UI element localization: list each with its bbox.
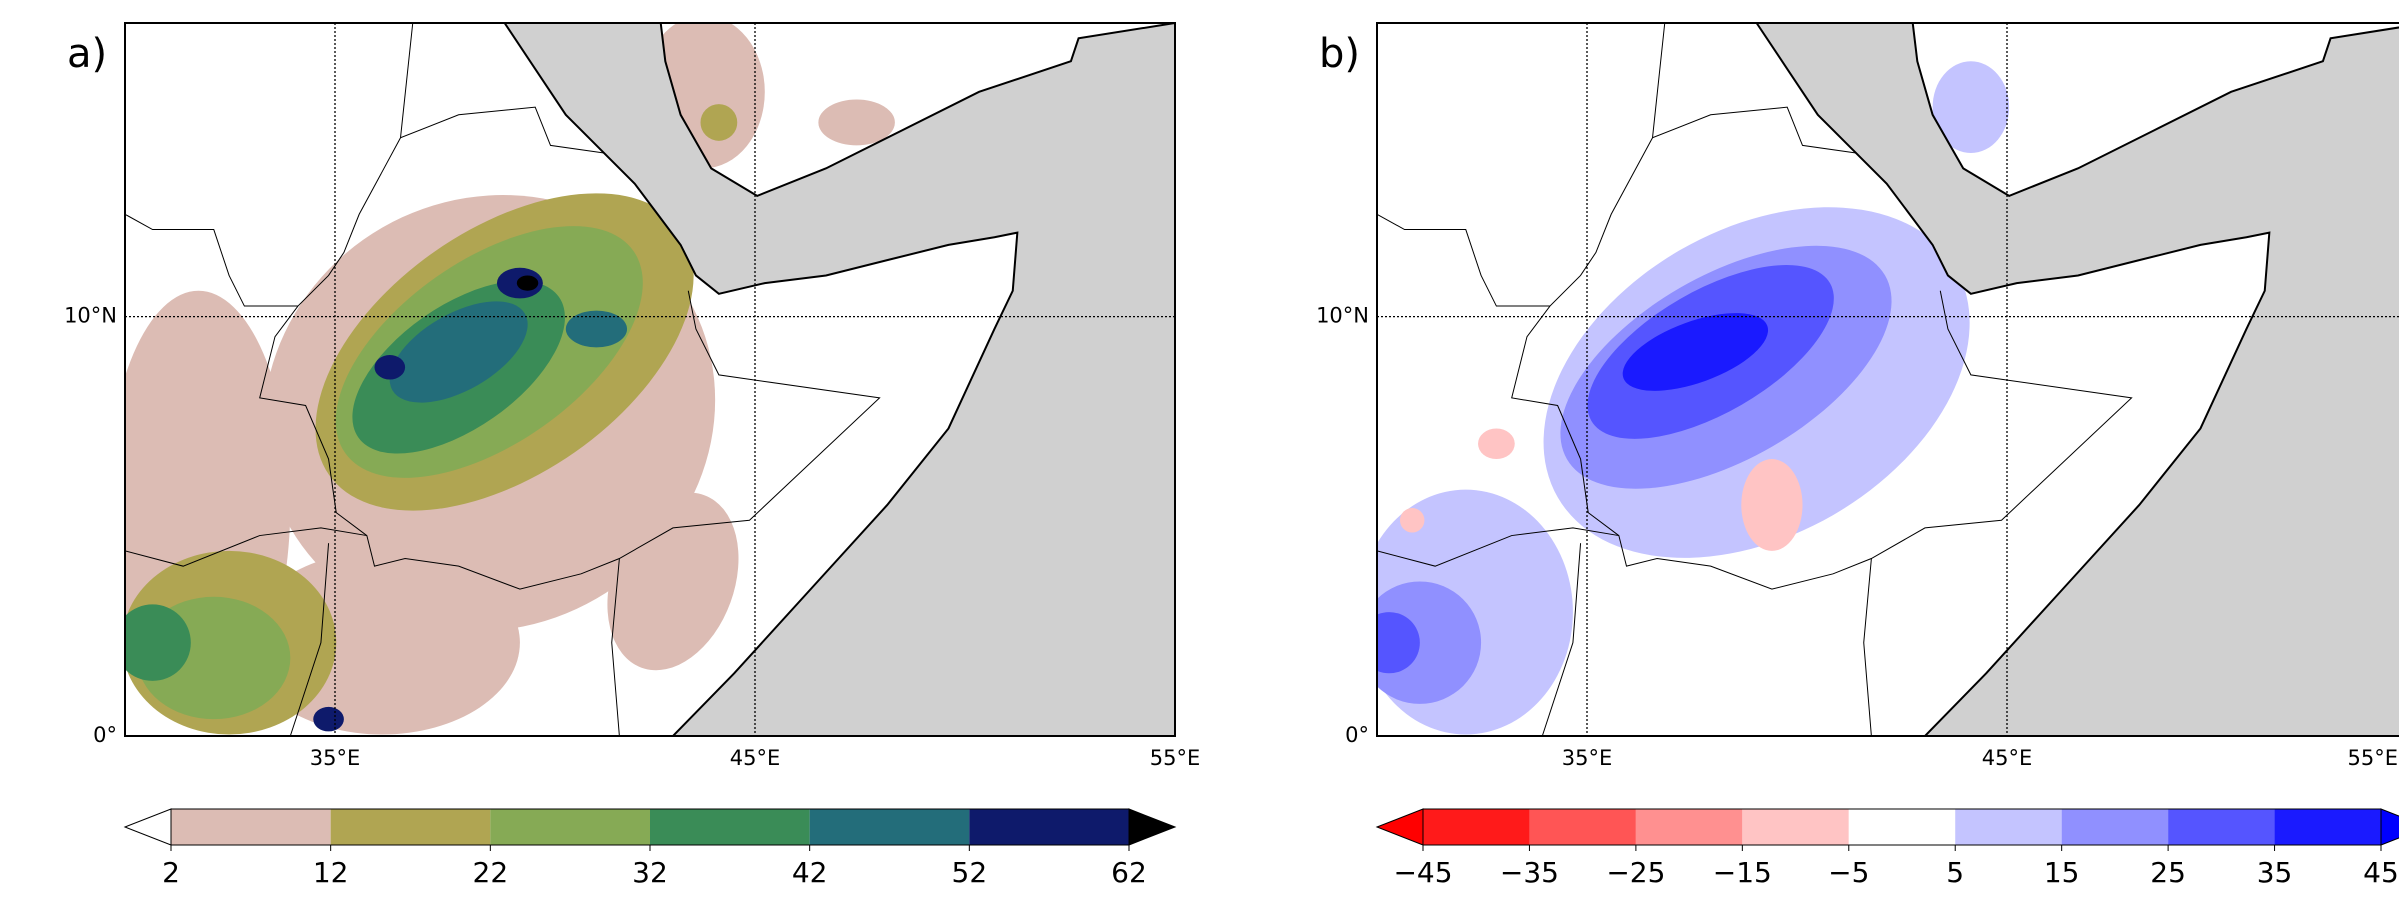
- colorbar-extend: [123, 808, 172, 846]
- contour-fill: [389, 301, 528, 403]
- colorbar-tick-label: 25: [2150, 856, 2186, 889]
- colorbar-tick-label: 45: [2363, 856, 2399, 889]
- contour-fill: [1399, 508, 1425, 533]
- colorbar-tick-label: −25: [1606, 856, 1665, 889]
- border: [1651, 23, 1857, 154]
- colorbar-tick-label: 42: [792, 856, 828, 889]
- colorbar-extend: [1128, 808, 1177, 846]
- colorbar-bin: [969, 809, 1129, 845]
- border: [1863, 558, 1872, 736]
- sea: [1755, 23, 2399, 736]
- y-tick-label: 10°N: [64, 304, 117, 328]
- contour-fill: [1377, 581, 1482, 704]
- colorbar-bin: [1529, 809, 1636, 845]
- colorbar-extend: [2380, 808, 2399, 846]
- frame: [124, 22, 1176, 737]
- contour-fill: [374, 355, 406, 380]
- colorbar-bin: [2061, 809, 2169, 845]
- colorbar-tick-label: −15: [1713, 856, 1772, 889]
- border: [125, 213, 298, 307]
- colorbar-bin: [490, 809, 650, 845]
- border: [1541, 543, 1582, 736]
- map: [125, 23, 1175, 736]
- colorbar-bin: [1742, 809, 1849, 845]
- x-tick-label: 45°E: [1982, 746, 2033, 770]
- colorbar-tick-label: 15: [2044, 856, 2080, 889]
- contour-fill: [818, 99, 895, 146]
- map: [1377, 23, 2399, 736]
- colorbar-bin: [1955, 809, 2062, 845]
- colorbar-tick-label: 2: [162, 856, 180, 889]
- colorbar-bin: [1848, 809, 1956, 845]
- border: [1511, 137, 2133, 590]
- colorbar-tick-label: 5: [1946, 856, 1964, 889]
- colorbar-tick-label: 12: [313, 856, 349, 889]
- panel-label: b): [1319, 31, 1360, 77]
- colorbar-bin: [2274, 809, 2381, 845]
- sea: [503, 23, 1175, 736]
- x-tick-label: 55°E: [1150, 746, 1201, 770]
- colorbar-tick-label: 35: [2257, 856, 2293, 889]
- colorbar-bin: [650, 809, 810, 845]
- colorbar-tick-label: −35: [1500, 856, 1559, 889]
- contour-fill: [1622, 313, 1769, 391]
- border: [1377, 213, 1550, 307]
- colorbar-tick-label: 52: [952, 856, 988, 889]
- colorbar-extend: [1375, 808, 1424, 846]
- border: [611, 558, 620, 736]
- contour-fill: [565, 310, 628, 348]
- contour-fill: [1478, 428, 1515, 460]
- contour-fill: [1741, 459, 1803, 551]
- colorbar-frame: [1422, 808, 2382, 846]
- frame: [1376, 22, 2399, 737]
- contour-fill: [125, 604, 191, 681]
- colorbar-tick-label: −5: [1828, 856, 1869, 889]
- colorbar-tick-label: 32: [632, 856, 668, 889]
- border: [399, 23, 605, 154]
- contour-fill: [516, 275, 539, 291]
- colorbar-tick-label: −45: [1393, 856, 1452, 889]
- border: [289, 543, 330, 736]
- x-tick-label: 55°E: [2348, 746, 2399, 770]
- colorbar-bin: [1635, 809, 1743, 845]
- colorbar-bin: [171, 809, 331, 845]
- contour-fill: [1377, 612, 1420, 674]
- colorbar-bin: [809, 809, 970, 845]
- contour-fill: [313, 706, 344, 732]
- border: [1377, 527, 1619, 567]
- x-tick-label: 35°E: [1562, 746, 1613, 770]
- border: [125, 527, 367, 567]
- contour-fill: [607, 492, 739, 671]
- contour-fill: [700, 104, 738, 141]
- colorbar-tick-label: 62: [1111, 856, 1147, 889]
- y-tick-label: 0°: [93, 723, 117, 747]
- contour-fill: [1932, 61, 2010, 154]
- y-tick-label: 0°: [1345, 723, 1369, 747]
- colorbar-bin: [2168, 809, 2275, 845]
- y-tick-label: 10°N: [1316, 304, 1369, 328]
- colorbar-bin: [1423, 809, 1530, 845]
- colorbar-bin: [330, 809, 491, 845]
- x-tick-label: 35°E: [310, 746, 361, 770]
- x-tick-label: 45°E: [730, 746, 781, 770]
- panel-label: a): [67, 31, 107, 77]
- colorbar-tick-label: 22: [473, 856, 509, 889]
- border: [259, 137, 881, 590]
